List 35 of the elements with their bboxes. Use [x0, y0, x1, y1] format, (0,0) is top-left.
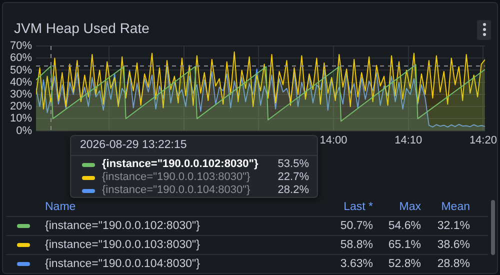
text: Name — [45, 201, 76, 213]
y-tick-label: 40% — [10, 76, 32, 88]
text: {instance="190.0.0.103:8030"} — [45, 239, 200, 251]
text: 22.7% — [278, 171, 309, 183]
text: 28.2% — [278, 184, 309, 196]
y-tick-label: 60% — [10, 52, 32, 64]
x-tick-label: 14:10 — [394, 134, 422, 146]
text: 50.7% — [340, 220, 373, 232]
legend-label: {instance="190.0.0.102:8030"} — [102, 158, 258, 170]
x-tick-label: 14:00 — [320, 134, 348, 146]
text: 2026-08-29 13:22:15 — [80, 139, 187, 151]
text: {instance="190.0.0.102:8030"} — [45, 220, 200, 232]
text: 58.8% — [340, 239, 373, 251]
y-tick-label: 20% — [10, 100, 32, 113]
text: Last * — [344, 201, 373, 213]
y-tick-label: 50% — [10, 64, 32, 76]
y-tick-label: 70% — [10, 40, 32, 52]
y-tick-label: 10% — [10, 112, 32, 125]
text: {instance="190.0.0.104:8030"} — [45, 258, 200, 270]
text: 32.1% — [437, 220, 470, 232]
text: Mean — [441, 201, 470, 213]
text: Max — [399, 201, 421, 213]
text: 54.6% — [388, 220, 421, 232]
text: 65.1% — [388, 239, 421, 251]
text: 3.63% — [340, 258, 373, 270]
text: 53.5% — [278, 158, 309, 170]
y-tick-label: 0% — [16, 124, 32, 137]
legend-label: {instance="190.0.0.104:8030"} — [102, 184, 250, 196]
chart-title: JVM Heap Used Rate — [14, 20, 150, 36]
y-tick-label: 30% — [10, 88, 32, 100]
text: 38.6% — [437, 239, 470, 251]
text: 52.8% — [388, 258, 421, 270]
x-tick-label: 14:20 — [469, 134, 497, 146]
legend-label: {instance="190.0.0.103:8030"} — [102, 171, 250, 183]
text: 28.8% — [437, 258, 470, 270]
